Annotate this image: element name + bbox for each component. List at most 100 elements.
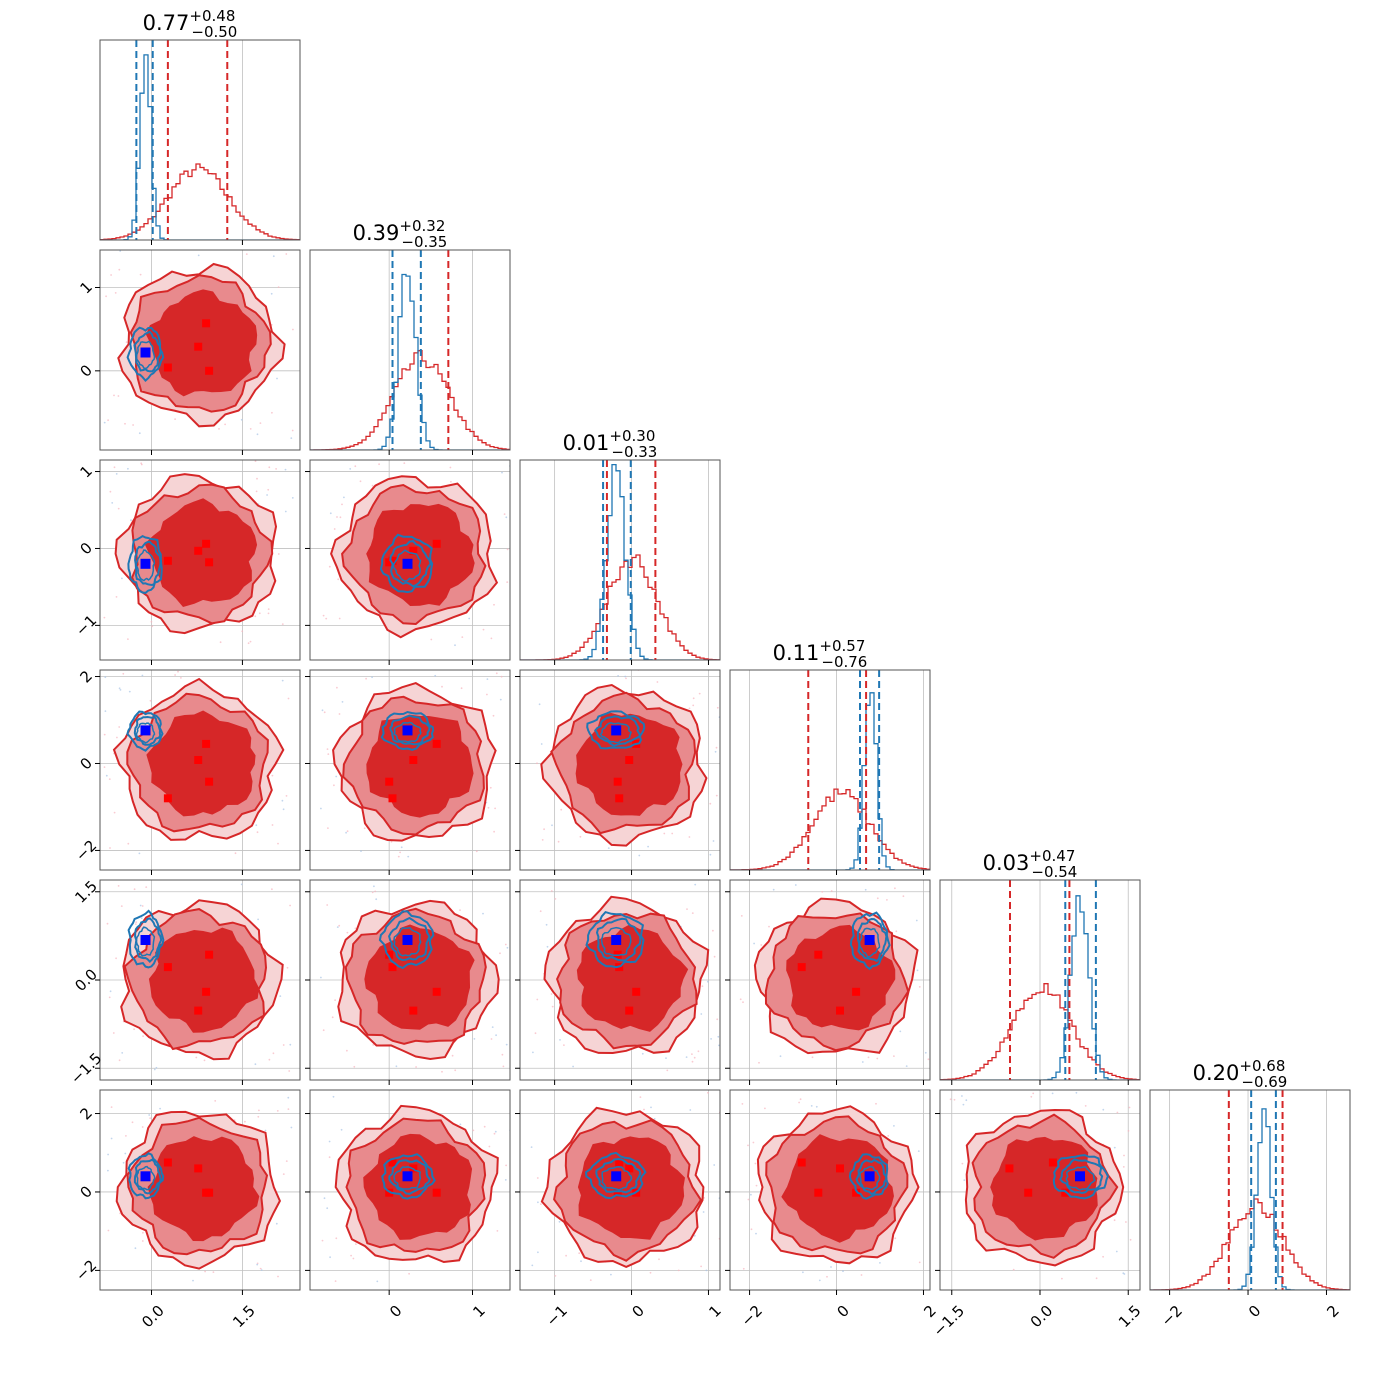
blue-contour-outer (585, 910, 645, 969)
sample-point (372, 1044, 375, 1046)
sample-point (106, 922, 109, 925)
sample-point (286, 966, 289, 969)
sample-point (338, 713, 341, 715)
sample-point (493, 1132, 496, 1135)
x-tick-label: −2 (738, 1302, 766, 1330)
blue-contour-outer (379, 533, 434, 594)
sample-point (249, 428, 252, 430)
panel-frame (309, 1089, 511, 1291)
sample-point (1012, 1268, 1015, 1271)
sample-point (705, 1269, 708, 1272)
panel-title: 0.39+0.32 −0.35 (353, 217, 448, 251)
blue-truth-marker (864, 1171, 875, 1182)
sample-point (287, 697, 290, 700)
histogram-panel: 0.20+0.68 −0.69 −2 0 2 (1149, 1057, 1351, 1330)
contour-panel: 0.0 1.5 −2 0 2 (72, 1089, 301, 1332)
sample-point (400, 846, 403, 849)
sample-point (277, 286, 280, 288)
sample-point (589, 1279, 592, 1281)
sample-point (747, 1144, 749, 1147)
sample-point (125, 341, 128, 343)
red-marker (194, 546, 203, 555)
sample-point (415, 1066, 417, 1068)
red-marker (163, 1158, 172, 1167)
sample-point (281, 679, 284, 682)
red-marker (409, 546, 418, 555)
sample-point (378, 463, 380, 466)
sample-point (107, 1169, 109, 1172)
sample-point (468, 617, 471, 620)
sample-point (111, 502, 114, 504)
sample-point (607, 847, 610, 849)
blue-contour-outer (127, 534, 163, 594)
sample-point (580, 1260, 582, 1263)
sample-point (219, 641, 222, 644)
sample-point (105, 774, 108, 777)
sample-point (495, 1034, 497, 1037)
sample-point (875, 1102, 877, 1105)
sample-point (924, 1051, 927, 1054)
blue-contour-mid (133, 715, 162, 746)
sample-point (578, 1252, 581, 1255)
sample-point (506, 548, 509, 551)
red-marker (836, 1006, 844, 1015)
sample-point (245, 253, 248, 256)
sample-point (1030, 1095, 1033, 1098)
title-plus: +0.47 (1029, 847, 1075, 865)
red-marker (163, 963, 172, 972)
sample-point (1084, 1105, 1087, 1107)
sample-point (399, 851, 401, 854)
blue-truth-marker (611, 725, 622, 736)
sample-point (550, 890, 553, 892)
sample-point (397, 855, 400, 858)
sample-point (550, 993, 553, 995)
sample-point (335, 1237, 338, 1240)
blue-truth-marker (140, 558, 151, 569)
sample-point (475, 850, 478, 853)
sample-point (656, 681, 659, 683)
red-marker (814, 1188, 823, 1197)
sample-point (752, 1141, 755, 1144)
sample-point (811, 1056, 814, 1059)
sample-point (499, 698, 502, 701)
blue-contour-outer (126, 326, 165, 383)
y-tick-label: 1 (76, 278, 95, 297)
sample-point (658, 1258, 660, 1261)
sample-point (639, 1096, 642, 1098)
sample-point (949, 1098, 952, 1101)
sample-point (255, 824, 258, 827)
sample-point (323, 1197, 326, 1200)
sample-point (133, 888, 136, 891)
red-marker (205, 777, 214, 786)
sample-point (540, 743, 543, 745)
sample-point (395, 1065, 398, 1068)
sample-point (115, 473, 118, 475)
sample-point (579, 835, 582, 838)
sample-point (113, 811, 116, 814)
sample-point (267, 612, 270, 615)
x-tick-label: 0.0 (138, 1302, 168, 1332)
sample-point (504, 1179, 507, 1181)
sample-point (486, 678, 489, 680)
sample-point (560, 808, 563, 811)
sample-point (554, 1275, 557, 1277)
sample-point (482, 912, 484, 915)
blue-truth-marker (611, 935, 622, 945)
sample-point (489, 786, 492, 789)
x-tick-label: −2 (1158, 1302, 1186, 1330)
y-tick-label: 1.5 (71, 877, 101, 907)
sample-point (153, 1068, 156, 1071)
blue-histogram (940, 895, 1140, 1080)
sample-point (686, 908, 688, 910)
sample-point (285, 253, 288, 255)
sample-point (328, 1140, 331, 1143)
blue-contour-inner (392, 549, 422, 583)
sample-point (323, 711, 326, 714)
sample-point (284, 510, 287, 513)
red-marker (202, 739, 211, 748)
sample-point (650, 1106, 652, 1109)
blue-contour-mid (855, 1158, 888, 1196)
sample-point (350, 1254, 352, 1257)
blue-truth-marker (140, 347, 151, 358)
